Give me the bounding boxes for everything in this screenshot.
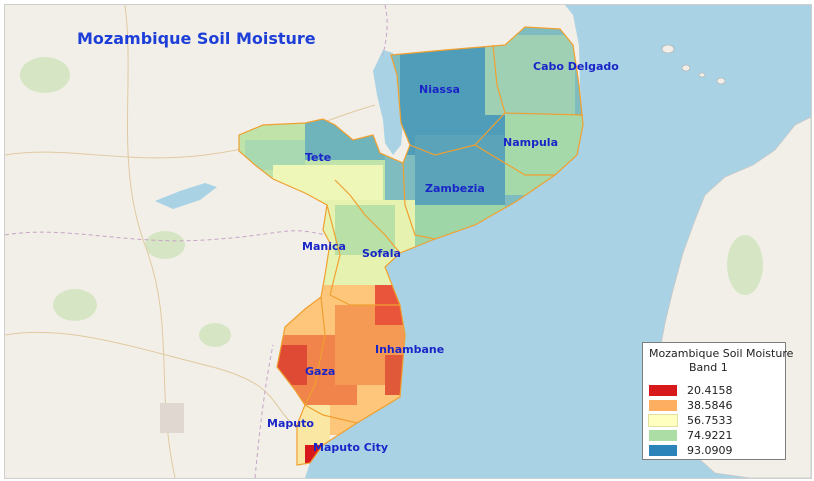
vegetation-patch: [199, 323, 231, 347]
province-label-manica[interactable]: Manica: [302, 240, 346, 253]
legend-swatch: [649, 430, 677, 441]
vegetation-patch: [20, 57, 70, 93]
lake-kariba: [155, 183, 217, 209]
urban-area: [160, 403, 184, 433]
vegetation-patch: [727, 235, 763, 295]
province-label-cabo-delgado[interactable]: Cabo Delgado: [533, 60, 619, 73]
province-label-tete[interactable]: Tete: [305, 151, 332, 164]
basemap-road: [5, 331, 306, 436]
province-boundaries: [238, 26, 584, 466]
legend-band-label: Band 1: [689, 361, 728, 374]
province-label-maputo[interactable]: Maputo: [267, 417, 314, 430]
province-label-niassa[interactable]: Niassa: [419, 83, 460, 96]
province-label-maputo-city[interactable]: Maputo City: [313, 441, 388, 454]
country-border: [382, 5, 388, 56]
legend-class-value: 74.9221: [687, 429, 733, 442]
province-label-inhambane[interactable]: Inhambane: [375, 343, 445, 356]
legend-class-value: 38.5846: [687, 399, 733, 412]
legend-swatch: [649, 385, 677, 396]
lake-malawi: [373, 50, 403, 155]
comoros-island: [698, 72, 706, 78]
country-border: [254, 344, 274, 478]
province-label-nampula[interactable]: Nampula: [503, 136, 558, 149]
legend: Mozambique Soil Moisture Band 1 20.4158 …: [642, 342, 793, 460]
province-label-sofala[interactable]: Sofala: [362, 247, 401, 260]
legend-class-value: 56.7533: [687, 414, 733, 427]
legend-class-value: 20.4158: [687, 384, 733, 397]
province-label-zambezia[interactable]: Zambezia: [425, 182, 485, 195]
legend-class-value: 93.0909: [687, 444, 733, 457]
legend-swatch: [648, 414, 678, 427]
vegetation-patch: [53, 289, 97, 321]
comoros-island: [681, 64, 691, 72]
country-border: [5, 230, 326, 242]
comoros-island: [661, 44, 675, 54]
province-label-gaza[interactable]: Gaza: [305, 365, 336, 378]
mayotte-island: [716, 77, 726, 85]
vegetation-patch: [145, 231, 185, 259]
legend-swatch: [649, 400, 677, 411]
basemap-road: [124, 5, 176, 478]
map-title: Mozambique Soil Moisture: [77, 29, 316, 48]
legend-title: Mozambique Soil Moisture: [649, 347, 794, 360]
legend-swatch: [649, 445, 677, 456]
